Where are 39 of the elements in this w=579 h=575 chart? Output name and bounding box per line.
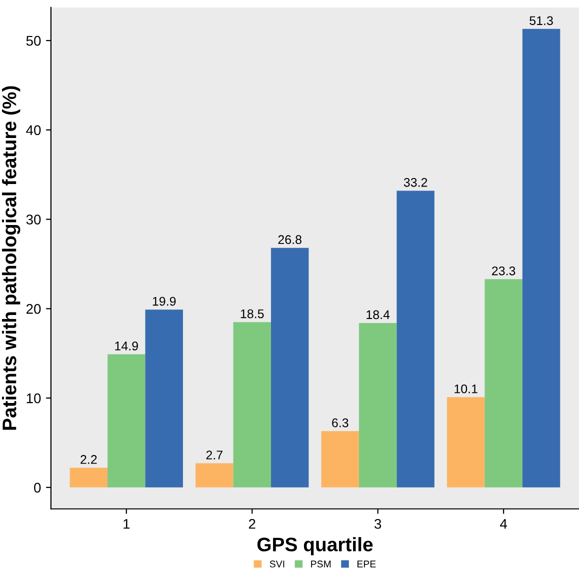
bar [233, 322, 271, 488]
data-label: 6.3 [332, 418, 348, 428]
bar [70, 468, 108, 488]
bar [522, 28, 560, 488]
data-label: 23.3 [492, 266, 516, 276]
bar [358, 322, 397, 488]
bar [108, 354, 146, 488]
x-tick-label: 2 [248, 518, 256, 529]
bar [145, 310, 183, 488]
y-tick-label: 0 [34, 482, 41, 493]
data-label: 33.2 [404, 178, 428, 187]
bar [321, 431, 359, 488]
x-tick-label: 4 [500, 519, 508, 529]
data-label: 2.2 [80, 455, 97, 464]
bar [484, 279, 522, 488]
y-tick-label: 30 [26, 214, 41, 224]
legend-label: PSM [311, 560, 331, 568]
data-label: 10.1 [454, 384, 478, 394]
y-axis-title: Patients with pathological feature (%) [2, 86, 20, 430]
legend-label: EPE [357, 560, 376, 568]
y-tick-label: 20 [26, 304, 41, 314]
bar [446, 397, 485, 488]
data-label: 19.9 [152, 296, 176, 306]
bar [396, 190, 434, 488]
data-label: 51.3 [530, 16, 553, 26]
x-tick-label: 3 [374, 518, 382, 529]
y-tick-label: 50 [26, 36, 41, 46]
data-label: 26.8 [278, 235, 302, 244]
bar [270, 248, 309, 488]
legend-label: SVI [270, 560, 284, 568]
bar [196, 463, 234, 488]
data-label: 2.7 [206, 450, 222, 460]
y-tick-label: 40 [26, 125, 41, 136]
data-label: 14.9 [115, 342, 138, 350]
y-tick-label: 10 [26, 393, 41, 404]
data-label: 18.4 [366, 310, 390, 320]
x-axis-title: GPS quartile [257, 537, 373, 556]
x-tick-label: 1 [124, 519, 130, 529]
data-label: 18.5 [240, 309, 264, 318]
